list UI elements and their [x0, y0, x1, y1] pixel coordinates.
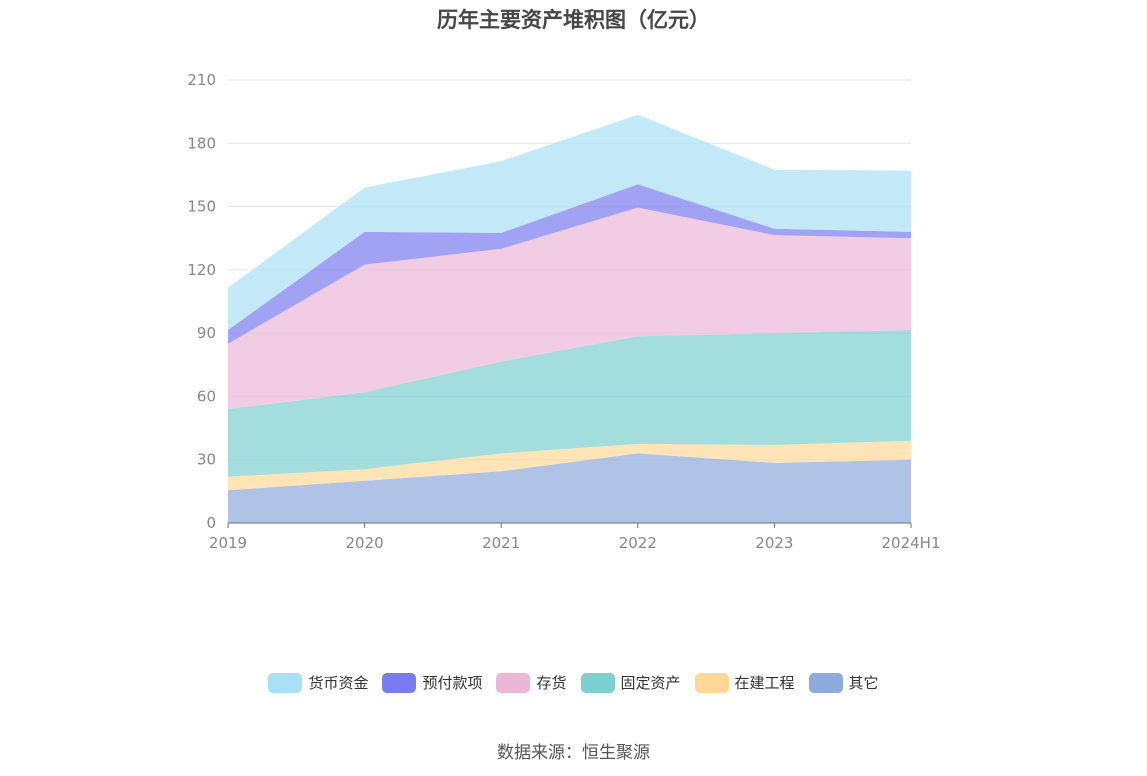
legend-swatch [268, 672, 303, 693]
legend-label: 预付款项 [422, 674, 483, 692]
legend-label: 其它 [848, 674, 879, 692]
area-series-预付款项 [228, 184, 911, 344]
area-series-存货 [228, 207, 911, 410]
y-tick-label: 210 [187, 71, 216, 89]
legend-swatch [580, 672, 615, 693]
legend-item[interactable]: 在建工程 [694, 672, 795, 693]
y-tick-label: 180 [187, 134, 216, 152]
legend-swatch [694, 672, 729, 693]
legend-swatch [496, 672, 531, 693]
legend: 货币资金 预付款项 存货 固定资产 在建工程 其它 [0, 672, 1147, 693]
y-tick-label: 90 [197, 324, 216, 342]
chart-title: 历年主要资产堆积图（亿元） [437, 8, 710, 32]
x-tick-label: 2022 [619, 534, 657, 552]
area-series [228, 114, 911, 523]
legend-swatch [382, 672, 417, 693]
legend-item[interactable]: 存货 [496, 672, 567, 693]
legend-item[interactable]: 其它 [808, 672, 879, 693]
y-tick-label: 30 [197, 451, 216, 469]
area-series-在建工程 [228, 440, 911, 491]
area-series-货币资金 [228, 114, 911, 330]
x-tick-label: 2020 [346, 534, 384, 552]
x-tick-label: 2021 [482, 534, 520, 552]
area-series-其它 [228, 453, 911, 523]
y-tick-label: 0 [206, 514, 216, 532]
y-tick-label: 150 [187, 198, 216, 216]
axes: 0 30 60 90 120 150 180 210 2019 2020 2021 2022 2023 2… [187, 71, 940, 552]
x-tick-label: 2023 [755, 534, 793, 552]
x-tick-label: 2024H1 [882, 534, 941, 552]
legend-item[interactable]: 固定资产 [580, 672, 681, 693]
legend-label: 在建工程 [734, 674, 795, 692]
y-tick-label: 120 [187, 261, 216, 279]
legend-label: 货币资金 [308, 674, 369, 692]
legend-swatch [808, 672, 843, 693]
data-source: 数据来源：恒生聚源 [497, 743, 650, 763]
legend-label: 固定资产 [620, 674, 681, 692]
area-series-固定资产 [228, 330, 911, 477]
legend-label: 存货 [536, 674, 567, 692]
y-tick-label: 60 [197, 387, 216, 405]
legend-item[interactable]: 货币资金 [268, 672, 368, 693]
stacked-area-chart: 0 30 60 90 120 150 180 210 2019 2020 2021 2022 2023 2… [187, 71, 940, 552]
x-tick-label: 2019 [209, 534, 247, 552]
legend-item[interactable]: 预付款项 [382, 672, 482, 693]
